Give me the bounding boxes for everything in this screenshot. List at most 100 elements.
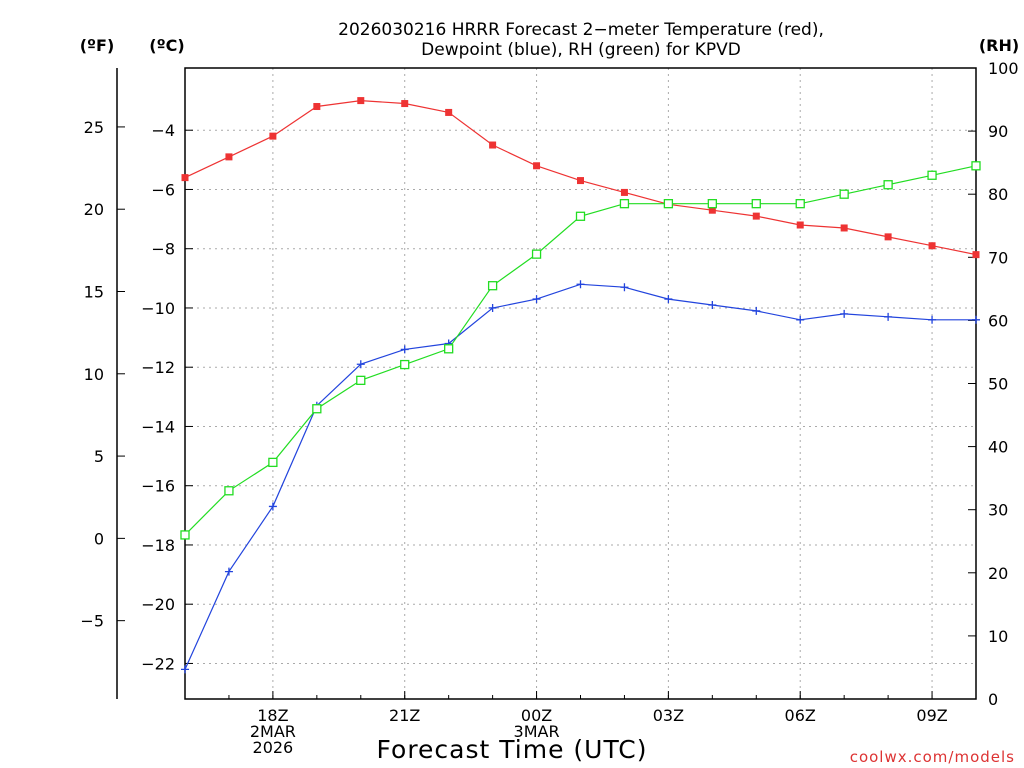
celsius-tick-label: −6	[151, 180, 175, 199]
rh-tick-label: 70	[988, 248, 1008, 267]
fahrenheit-tick-label: 25	[84, 118, 104, 137]
temperature-point	[313, 103, 321, 111]
temperature-point	[533, 162, 541, 170]
time-tick-label: 06Z	[785, 706, 816, 725]
temperature-point	[884, 233, 892, 241]
rh-tick-label: 50	[988, 375, 1008, 394]
time-tick-label: 03Z	[653, 706, 684, 725]
rh-tick-label: 10	[988, 627, 1008, 646]
dewpoint-point	[620, 283, 629, 292]
celsius-tick-label: −20	[141, 595, 175, 614]
time-tick-label: 00Z	[521, 706, 552, 725]
fahrenheit-tick-label: 20	[84, 200, 104, 219]
credit-label: coolwx.com/models	[850, 748, 1015, 766]
fahrenheit-unit-label: (ºF)	[80, 36, 115, 55]
celsius-tick-label: −4	[151, 121, 175, 140]
dewpoint-point	[708, 300, 717, 309]
rh-point	[224, 486, 234, 496]
rh-point	[487, 281, 498, 291]
rh-point	[751, 199, 761, 209]
time-tick-label: 09Z	[916, 706, 947, 725]
rh-point	[927, 170, 937, 180]
rh-tick-label: 60	[988, 311, 1008, 330]
celsius-tick-label: −18	[141, 536, 175, 555]
rh-unit-label: (RH)	[979, 36, 1019, 55]
temperature-point	[181, 174, 189, 182]
rh-point	[268, 457, 278, 468]
temperature-point	[928, 242, 936, 250]
temperature-point	[269, 132, 277, 140]
temperature-point	[796, 221, 804, 229]
rh-point	[971, 161, 981, 171]
fahrenheit-tick-label: 5	[94, 447, 104, 466]
rh-point	[795, 199, 805, 209]
time-tick-label: 2026	[253, 738, 294, 757]
rh-tick-label: 40	[988, 438, 1008, 457]
temperature-point	[708, 206, 716, 214]
time-tick-label: 21Z	[389, 706, 420, 725]
rh-point	[883, 180, 893, 190]
celsius-tick-label: −12	[141, 358, 175, 377]
dewpoint-point	[356, 360, 365, 369]
fahrenheit-axis: 25 20 15 10 5 0 −5	[80, 118, 125, 631]
rh-point	[663, 199, 674, 209]
rh-tick-label: 0	[988, 690, 998, 709]
celsius-tick-label: −8	[151, 240, 175, 259]
dewpoint-point	[181, 665, 189, 674]
dewpoint-point	[884, 312, 893, 321]
dewpoint-point	[224, 567, 233, 576]
time-tick-label: 3MAR	[514, 722, 560, 741]
dewpoint-point	[532, 295, 541, 304]
x-axis-title: Forecast Time (UTC)	[377, 735, 648, 764]
celsius-tick-label: −22	[141, 654, 175, 673]
temperature-point	[225, 153, 233, 161]
temperature-point	[445, 108, 453, 116]
data-series	[180, 97, 981, 674]
temperature-point	[577, 177, 584, 185]
dewpoint-point	[796, 315, 805, 324]
dewpoint-point	[664, 295, 673, 304]
dewpoint-point	[488, 303, 497, 312]
dewpoint-point	[840, 309, 849, 318]
celsius-unit-label: (ºC)	[149, 36, 184, 55]
dewpoint-point	[972, 315, 980, 324]
celsius-tick-label: −16	[141, 477, 175, 496]
celsius-axis: −4 −6 −8 −10 −12 −14 −16 −18 −20 −22	[141, 121, 193, 673]
rh-tick-label: 30	[988, 501, 1008, 520]
rh-tick-label: 100	[988, 59, 1019, 78]
fahrenheit-tick-label: 0	[94, 529, 104, 548]
rh-point	[619, 199, 630, 209]
rh-point	[180, 530, 190, 540]
rh-point	[575, 211, 586, 221]
temperature-point	[489, 141, 497, 149]
temperature-point	[840, 224, 848, 232]
dewpoint-point	[752, 306, 761, 315]
dewpoint-point	[400, 345, 409, 354]
temperature-point	[620, 188, 628, 196]
rh-point	[356, 375, 366, 385]
rh-point	[839, 189, 849, 199]
fahrenheit-tick-label: −5	[80, 612, 104, 631]
celsius-tick-label: −10	[141, 299, 175, 318]
dewpoint-point	[576, 280, 585, 289]
grid-lines	[185, 68, 976, 699]
time-tick-label: 2MAR	[250, 722, 296, 741]
dewpoint-point	[928, 315, 937, 324]
rh-tick-label: 20	[988, 564, 1008, 583]
rh-point	[444, 344, 454, 354]
rh-tick-label: 80	[988, 185, 1008, 204]
temperature-point	[401, 100, 409, 108]
fahrenheit-tick-label: 15	[84, 282, 104, 301]
celsius-tick-label: −14	[141, 417, 175, 436]
rh-point	[531, 249, 542, 259]
chart-subtitle: Dewpoint (blue), RH (green) for KPVD	[421, 40, 741, 60]
rh-tick-label: 90	[988, 122, 1008, 141]
temperature-point	[357, 97, 365, 105]
rh-line	[184, 165, 977, 536]
chart-title: 2026030216 HRRR Forecast 2−meter Tempera…	[338, 20, 824, 40]
dewpoint-point	[268, 502, 277, 511]
temperature-point	[972, 251, 980, 259]
plot-frame	[184, 67, 977, 700]
